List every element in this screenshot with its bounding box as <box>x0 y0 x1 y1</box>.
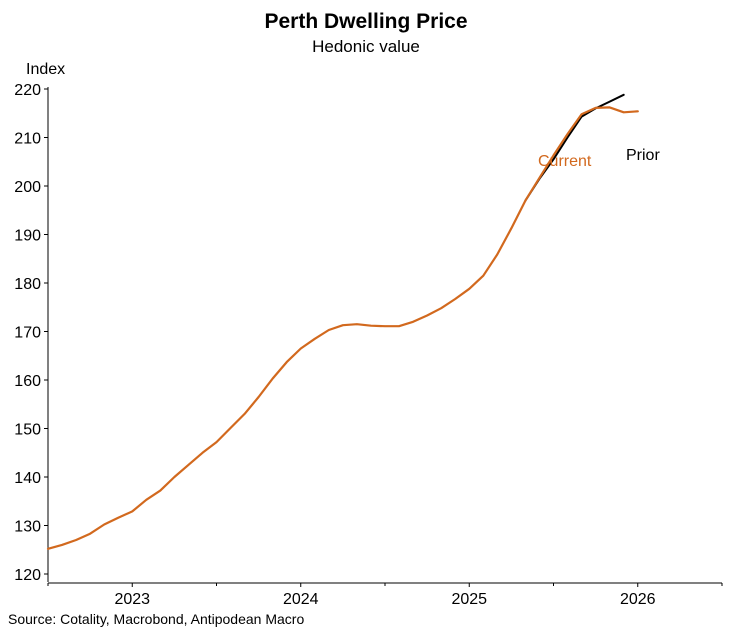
y-tick-label: 160 <box>14 373 41 390</box>
chart-subtitle: Hedonic value <box>312 37 420 56</box>
x-tick-label: 2023 <box>114 591 150 608</box>
series-label-prior: Prior <box>626 147 660 164</box>
series-lines <box>46 93 639 550</box>
series-current-line <box>46 106 639 550</box>
y-tick-label: 170 <box>14 325 41 342</box>
y-axis-title: Index <box>26 61 65 78</box>
y-tick-label: 150 <box>14 422 41 439</box>
x-axis: 2023 2024 2025 2026 <box>47 582 723 608</box>
x-tick-label: 2025 <box>451 591 487 608</box>
y-tick-label: 210 <box>14 131 41 148</box>
series-label-current: Current <box>538 153 592 170</box>
y-tick-label: 190 <box>14 228 41 245</box>
chart-title: Perth Dwelling Price <box>264 10 468 33</box>
y-tick-label: 130 <box>14 519 41 536</box>
y-tick-label: 220 <box>14 82 41 99</box>
y-tick-label: 200 <box>14 179 41 196</box>
y-axis: 120 130 140 150 160 170 180 190 200 210 220 <box>14 82 49 584</box>
x-tick-label: 2024 <box>283 591 319 608</box>
series-prior-line <box>524 93 625 202</box>
source-note: Source: Cotality, Macrobond, Antipodean … <box>8 611 305 627</box>
y-tick-label: 120 <box>14 567 41 584</box>
y-tick-label: 180 <box>14 276 41 293</box>
x-tick-label: 2026 <box>620 591 656 608</box>
y-tick-label: 140 <box>14 470 41 487</box>
